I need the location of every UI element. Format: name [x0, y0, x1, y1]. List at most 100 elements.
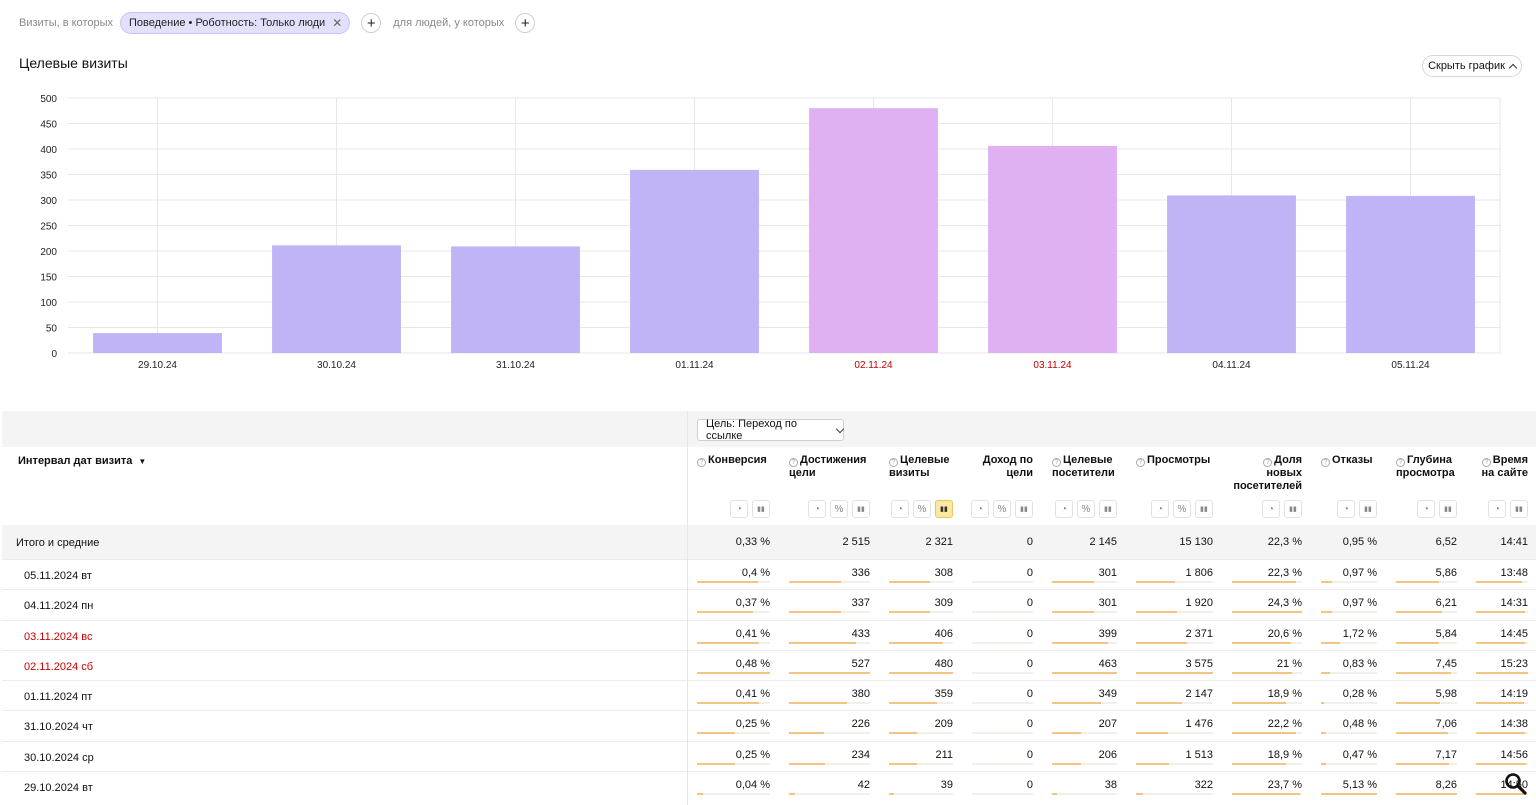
table-row[interactable] [2, 649, 1536, 680]
table-row[interactable] [2, 710, 1536, 741]
percent-icon[interactable]: % [913, 500, 931, 518]
cell-bar-fill [1476, 702, 1525, 704]
bar[interactable] [809, 108, 938, 353]
hide-chart-button[interactable]: Скрыть график [1422, 55, 1522, 77]
help-icon[interactable]: ? [1052, 458, 1061, 467]
pie-chart-icon[interactable]: ◔ [1151, 500, 1169, 518]
bar[interactable] [451, 246, 580, 353]
cell-bar-fill [1232, 671, 1293, 674]
bar-chart-icon[interactable]: ▮▮ [1510, 500, 1528, 518]
bar-chart-icon[interactable]: ▮▮ [935, 500, 953, 518]
bar[interactable] [630, 169, 759, 353]
close-icon[interactable]: ✕ [332, 16, 343, 30]
help-icon[interactable]: ? [789, 458, 798, 467]
cell-value: 399 [1098, 627, 1117, 640]
pie-chart-icon[interactable]: ◔ [891, 500, 909, 518]
bar[interactable] [988, 145, 1117, 353]
column-header[interactable]: ? Отказы [1321, 454, 1377, 467]
bar-chart-icon[interactable]: ▮▮ [1439, 500, 1457, 518]
column-header[interactable]: Доход по цели [972, 454, 1033, 480]
row-date[interactable]: 03.11.2024 вс [24, 630, 93, 643]
cell-value: 5,86 [1435, 567, 1457, 579]
row-date[interactable]: 02.11.2024 сб [24, 660, 94, 673]
column-header[interactable]: ? Глубина просмотра [1396, 454, 1457, 480]
help-icon[interactable]: ? [1136, 458, 1145, 467]
pie-chart-icon[interactable]: ◔ [1417, 500, 1435, 518]
cell-bar-fill [1052, 581, 1095, 583]
row-date[interactable]: 04.11.2024 пн [24, 600, 94, 613]
pie-chart-icon[interactable]: ◔ [971, 500, 989, 518]
column-header-label: Достижения цели [789, 454, 867, 479]
goal-select[interactable]: Цель: Переход по ссылке [697, 418, 845, 442]
cell-value: 0 [1026, 778, 1033, 791]
bar-chart-icon[interactable]: ▮▮ [1284, 500, 1302, 518]
row-date[interactable]: 31.10.2024 чт [24, 721, 93, 734]
column-header[interactable]: ? Целевые посетители [1052, 454, 1117, 480]
table-row[interactable] [2, 680, 1536, 710]
help-icon[interactable]: ? [1263, 458, 1273, 467]
row-date[interactable]: 29.10.2024 вт [24, 781, 93, 794]
cell-bar-fill [1321, 732, 1327, 735]
pie-chart-icon[interactable]: ◔ [730, 500, 748, 518]
cell-value: 1,72 % [1342, 627, 1377, 640]
pie-chart-icon[interactable]: ◔ [808, 500, 826, 518]
bar-chart-icon[interactable]: ▮▮ [752, 500, 770, 518]
pie-chart-icon[interactable]: ◔ [1337, 500, 1355, 518]
cell-bar [1396, 792, 1457, 795]
bar-chart-icon[interactable]: ▮▮ [1195, 500, 1213, 518]
pie-chart-icon[interactable]: ◔ [1488, 500, 1506, 518]
cell-value: 14:45 [1500, 627, 1528, 640]
help-icon[interactable]: ? [1396, 458, 1405, 467]
percent-icon[interactable]: % [993, 500, 1011, 518]
column-tools: ◔ ▮▮ [1417, 500, 1457, 518]
robotness-filter-chip[interactable]: Поведение • Роботность: Только люди ✕ [120, 12, 351, 34]
column-header[interactable]: ? Время на сайте [1476, 454, 1528, 480]
bar[interactable] [272, 245, 401, 353]
cell-bar [1136, 762, 1213, 765]
column-header[interactable]: ? Доля новых посетителей [1232, 454, 1302, 493]
help-icon[interactable]: ? [889, 458, 898, 467]
row-date[interactable]: 30.10.2024 ср [24, 751, 94, 764]
cell-value: 0,48 % [1342, 718, 1377, 731]
bar[interactable] [1167, 195, 1296, 353]
column-header[interactable]: ? Конверсия [697, 454, 770, 467]
bar-chart-icon[interactable]: ▮▮ [1359, 500, 1377, 518]
pie-chart-icon[interactable]: ◔ [1055, 500, 1073, 518]
add-people-filter-button[interactable]: + [515, 13, 536, 33]
table-row[interactable] [2, 619, 1536, 650]
bar-chart-icon[interactable]: ▮▮ [1015, 500, 1033, 518]
zoom-icon[interactable] [1503, 771, 1527, 795]
bar-chart-icon[interactable]: ▮▮ [852, 500, 870, 518]
table-row[interactable] [2, 770, 1536, 801]
column-divider [687, 411, 688, 805]
pie-chart-icon[interactable]: ◔ [1262, 500, 1280, 518]
row-date[interactable]: 05.11.2024 вт [24, 570, 92, 582]
column-header[interactable]: ? Достижения цели [789, 454, 870, 480]
column-header-label: Просмотры [1147, 454, 1211, 466]
dimension-header-label: Интервал дат визита [18, 455, 133, 467]
total-value: 2 145 [1089, 536, 1117, 548]
column-header[interactable]: ? Просмотры [1136, 454, 1213, 467]
percent-icon[interactable]: % [830, 500, 848, 518]
column-header[interactable]: ? Целевые визиты [889, 454, 953, 480]
help-icon[interactable]: ? [1321, 458, 1330, 467]
cell-bar-fill [789, 762, 825, 765]
table-row[interactable] [2, 589, 1536, 620]
bar[interactable] [93, 333, 222, 353]
bar-chart-icon[interactable]: ▮▮ [1099, 500, 1117, 518]
bar[interactable] [1346, 195, 1475, 353]
percent-icon[interactable]: % [1077, 500, 1095, 518]
cell-bar [697, 702, 770, 704]
dimension-header[interactable]: Интервал дат визита ▼ [18, 455, 146, 467]
table-row[interactable] [2, 740, 1536, 771]
percent-icon[interactable]: % [1173, 500, 1191, 518]
cell-value: 5,13 % [1342, 778, 1377, 791]
add-visit-filter-button[interactable]: + [361, 13, 382, 33]
cell-bar [1052, 671, 1117, 674]
row-date[interactable]: 01.11.2024 пт [24, 691, 93, 703]
help-icon[interactable]: ? [697, 458, 706, 467]
table-row[interactable] [2, 559, 1536, 589]
help-icon[interactable]: ? [1481, 458, 1491, 467]
target-visits-chart: 0 50 100 150 200 250 300 350 400 450 500 29.10.24 30… [40, 94, 1501, 371]
cell-bar-fill [697, 581, 758, 583]
